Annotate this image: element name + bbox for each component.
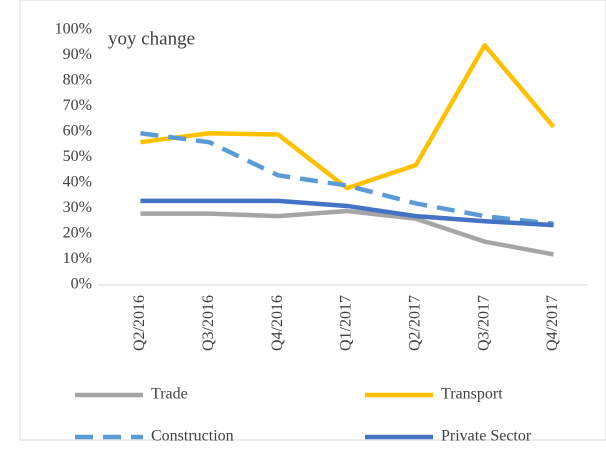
legend-label: Construction <box>151 428 234 445</box>
series-line <box>140 208 554 257</box>
y-tick-label: 80% <box>63 72 92 89</box>
y-tick-label: 20% <box>63 225 92 242</box>
x-tick-label: Q2/2017 <box>407 295 424 351</box>
y-tick-label: 60% <box>63 123 92 140</box>
frame <box>19 0 606 441</box>
y-tick-label: 70% <box>63 97 92 114</box>
legend-label: Private Sector <box>441 428 532 445</box>
legend-label: Transport <box>441 386 503 403</box>
series-line <box>140 43 556 191</box>
y-tick-label: 100% <box>55 21 92 38</box>
y-tick-label: 10% <box>63 250 92 267</box>
x-tick-label: Q3/2016 <box>200 295 217 351</box>
y-tick-label: 30% <box>63 199 92 216</box>
x-tick-label: Q3/2017 <box>475 295 492 351</box>
y-tick-label: 90% <box>63 46 92 63</box>
y-tick-label: 0% <box>71 276 92 293</box>
y-tick-label: 50% <box>63 148 92 165</box>
x-tick-label: Q4/2016 <box>269 295 286 351</box>
annotation: yoy change <box>108 28 195 49</box>
series-line <box>140 131 554 227</box>
x-tick-label: Q1/2017 <box>338 295 355 351</box>
y-tick-label: 40% <box>63 174 92 191</box>
x-tick-label: Q4/2017 <box>544 295 561 351</box>
series-line <box>140 198 554 228</box>
x-tick-label: Q2/2016 <box>131 295 148 351</box>
legend-label: Trade <box>151 386 188 403</box>
